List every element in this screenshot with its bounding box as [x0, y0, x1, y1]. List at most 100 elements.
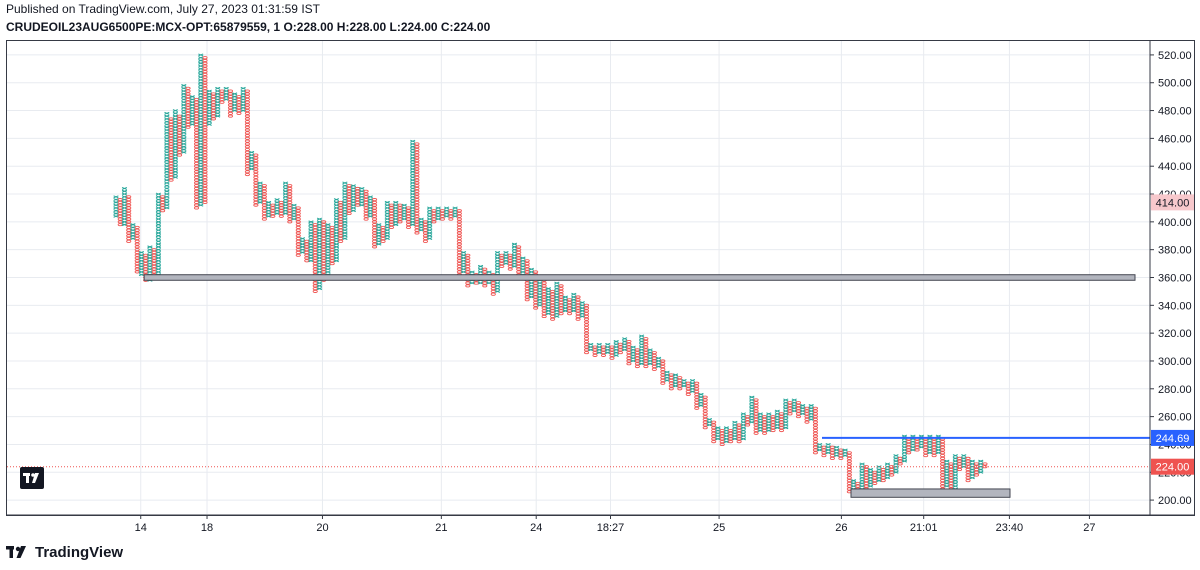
pnf-x-box: [206, 97, 212, 101]
pnf-o-box: [185, 109, 191, 113]
pnf-x-box: [715, 429, 721, 432]
pnf-o-column: [355, 186, 361, 207]
pnf-o-box: [965, 470, 971, 474]
pnf-o-box: [906, 451, 912, 455]
pnf-o-column: [973, 462, 980, 477]
pnf-o-column: [770, 415, 776, 433]
pnf-o-box: [516, 256, 522, 260]
pnf-x-column: [223, 86, 229, 101]
pnf-x-box: [215, 95, 221, 99]
pnf-o-box: [490, 292, 496, 296]
pnf-o-box: [541, 303, 547, 307]
pnf-x-box: [605, 345, 611, 349]
pnf-o-box: [117, 220, 123, 224]
pnf-x-box: [342, 203, 348, 207]
pnf-x-box: [155, 259, 161, 263]
pnf-o-box: [244, 142, 250, 146]
pnf-x-box: [172, 131, 178, 135]
pnf-x-box: [461, 253, 467, 257]
pnf-o-column: [787, 401, 793, 416]
pnf-o-box: [236, 111, 242, 115]
pnf-o-box: [185, 125, 191, 129]
x-tick-label: 21: [435, 522, 447, 534]
pnf-o-box: [957, 459, 963, 463]
pnf-o-box: [126, 209, 132, 213]
pnf-x-box: [325, 267, 331, 271]
pnf-o-column: [244, 89, 250, 177]
pnf-x-box: [232, 106, 238, 110]
pnf-x-box: [342, 234, 348, 238]
pnf-x-box: [384, 228, 390, 232]
pnf-o-box: [583, 328, 590, 332]
pnf-o-box: [600, 351, 607, 355]
pnf-x-box: [121, 206, 128, 210]
pnf-x-box: [138, 267, 145, 271]
pnf-x-box: [706, 423, 713, 427]
pnf-x-box: [249, 164, 255, 168]
pnf-o-box: [236, 100, 242, 104]
support-zone-upper[interactable]: [143, 274, 1136, 281]
pnf-x-box: [410, 214, 416, 218]
pnf-o-box: [363, 198, 369, 202]
pnf-o-column: [270, 203, 276, 218]
pnf-o-box: [312, 239, 318, 243]
pnf-x-box: [401, 212, 407, 215]
pnf-o-box: [923, 442, 929, 446]
pnf-x-box: [774, 426, 780, 430]
pnf-o-column: [846, 451, 852, 494]
brand-footer[interactable]: TradingView: [6, 544, 123, 561]
pnf-o-box: [812, 423, 818, 427]
pnf-x-box: [282, 187, 289, 190]
pnf-x-box: [164, 123, 170, 126]
pnf-o-box: [202, 128, 208, 132]
pnf-o-box: [668, 387, 674, 391]
pnf-x-box: [172, 134, 178, 138]
pnf-o-box: [889, 473, 895, 477]
pnf-o-box: [210, 117, 217, 121]
pnf-x-box: [367, 198, 373, 202]
pnf-x-column: [723, 426, 730, 444]
pnf-o-box: [202, 111, 208, 115]
pnf-x-box: [757, 420, 763, 424]
pnf-o-box: [134, 262, 140, 266]
pnf-o-box: [244, 167, 250, 171]
pnf-o-box: [253, 184, 259, 188]
pnf-o-box: [321, 228, 327, 232]
pnf-o-box: [812, 409, 818, 413]
pnf-x-box: [639, 348, 645, 352]
pnf-x-box: [410, 200, 416, 204]
pnf-x-column: [138, 250, 145, 277]
pnf-x-box: [444, 214, 450, 218]
pnf-x-box: [579, 301, 585, 305]
pnf-o-box: [685, 384, 691, 388]
pnf-o-box: [151, 259, 157, 263]
pnf-x-box: [342, 209, 348, 213]
pnf-x-box: [299, 248, 306, 252]
pnf-x-box: [952, 462, 958, 466]
pnf-x-box: [172, 139, 178, 143]
pnf-o-box: [567, 298, 573, 302]
pnf-x-column: [342, 181, 348, 241]
pnf-o-box: [126, 223, 132, 227]
pnf-x-box: [198, 95, 204, 99]
pnf-x-box: [333, 200, 340, 204]
pnf-o-box: [295, 231, 301, 235]
pnf-x-box: [537, 298, 543, 302]
pnf-x-box: [740, 423, 746, 427]
pnf-o-box: [134, 231, 140, 235]
pnf-x-box: [588, 348, 594, 352]
pnf-o-box: [660, 364, 666, 369]
pnf-o-box: [329, 239, 335, 243]
pnf-x-box: [181, 131, 187, 135]
pnf-o-box: [253, 161, 259, 165]
pnf-x-box: [299, 245, 306, 249]
pnf-x-box: [461, 250, 467, 254]
pnf-x-box: [308, 256, 314, 260]
pnf-x-box: [172, 145, 178, 149]
pnf-x-box: [494, 289, 501, 293]
pnf-x-box: [927, 445, 933, 449]
pnf-o-box: [812, 440, 818, 444]
support-zone-lower[interactable]: [850, 488, 1011, 498]
pnf-o-box: [499, 253, 505, 257]
